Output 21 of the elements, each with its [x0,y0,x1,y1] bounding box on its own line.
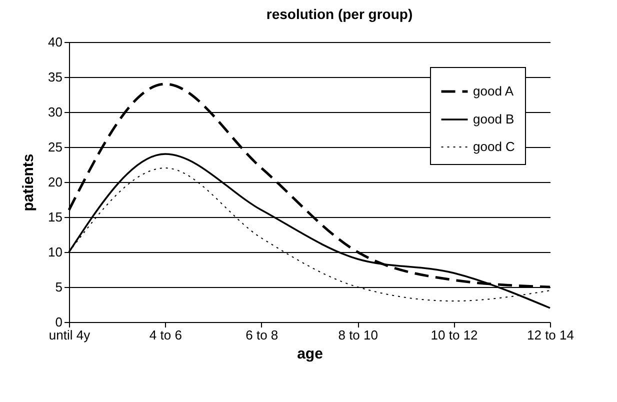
y-tick-label: 35 [48,70,62,84]
y-tick-label: 5 [55,280,62,294]
y-tick-label: 25 [48,140,62,154]
y-tick-label: 20 [48,174,62,190]
x-axis-title: age [297,346,323,362]
y-tick-label: 40 [48,34,62,50]
x-tick-label: 10 to 12 [430,328,478,342]
x-tick-label: 6 to 8 [246,328,278,342]
x-tick-label: 12 to 14 [527,328,574,342]
y-tick-label: 15 [48,210,62,224]
x-tick-label: until 4y [48,328,91,342]
legend-label: good A [473,84,514,98]
legend-label: good C [473,139,515,154]
chart-title: resolution (per group) [266,6,413,22]
y-tick-label: 0 [55,314,62,330]
y-axis-title: patients [20,154,38,212]
x-tick-label: 8 to 10 [338,328,378,342]
x-tick-label: 4 to 6 [149,328,182,342]
y-tick-label: 10 [48,244,62,260]
y-tick-label: 30 [48,104,62,120]
legend-label: good B [473,112,514,126]
